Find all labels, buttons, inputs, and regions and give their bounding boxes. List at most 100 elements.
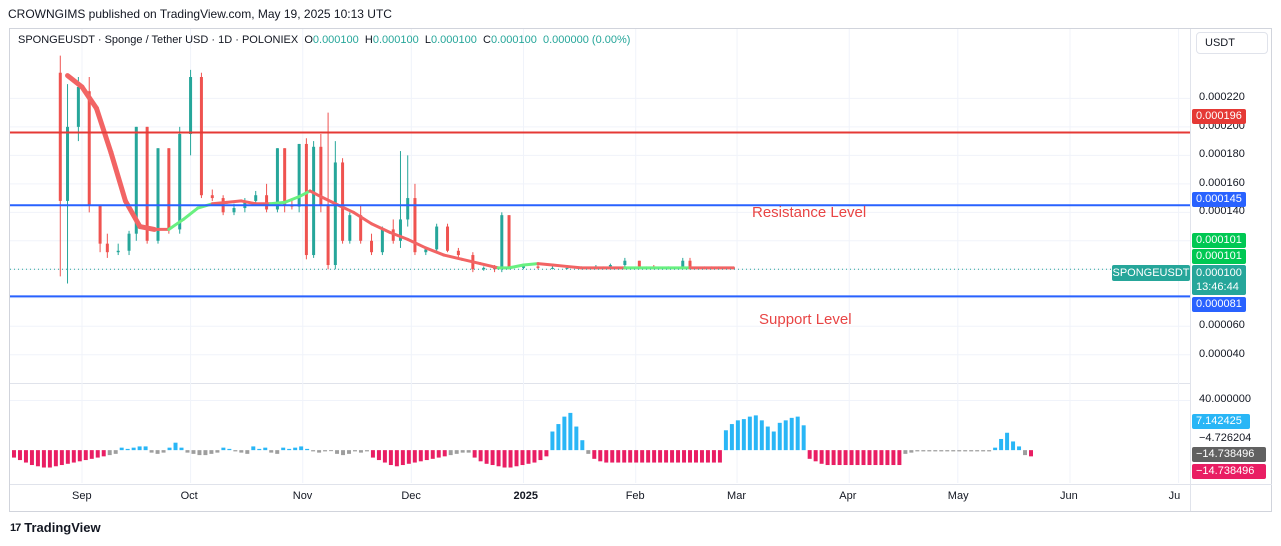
moving-average-segment [225, 199, 243, 204]
oscillator-mid-tick: −4.726204 [1199, 432, 1252, 444]
oscillator-bar [628, 450, 633, 463]
candle-body [348, 215, 352, 241]
price-tick-label: 0.000180 [1199, 148, 1245, 161]
oscillator-bar [155, 450, 160, 454]
oscillator-bar [179, 447, 184, 451]
candle-body [424, 249, 428, 253]
candle-body [254, 195, 258, 201]
candle-body [359, 215, 363, 241]
oscillator-bar [1023, 450, 1028, 456]
oscillator-bar [323, 450, 328, 452]
oscillator-bar [885, 450, 890, 466]
oscillator-bar [412, 450, 417, 463]
time-tick-label: Feb [625, 490, 645, 502]
oscillator-bar [849, 450, 854, 466]
moving-average-segment [65, 73, 85, 90]
oscillator-bar [454, 450, 459, 454]
candle-body [98, 205, 102, 244]
oscillator-bar [658, 450, 663, 463]
candle-body [167, 148, 171, 230]
candle-body [326, 205, 330, 266]
oscillator-bar [251, 446, 256, 451]
oscillator-bar [400, 450, 405, 466]
oscillator-bar [71, 450, 76, 463]
oscillator-bar [682, 450, 687, 463]
last-price: 0.000100 [1196, 267, 1242, 279]
moving-average-segment [406, 237, 428, 250]
oscillator-bar [23, 450, 28, 463]
oscillator-bar [281, 447, 286, 451]
oscillator-bar [664, 450, 669, 463]
oscillator-bar [376, 450, 381, 461]
oscillator-bar [987, 450, 992, 452]
oscillator-bar [53, 450, 58, 467]
oscillator-bar [1005, 432, 1010, 451]
pane-separator[interactable] [10, 383, 1190, 384]
oscillator-bar [795, 416, 800, 451]
candle-body [127, 233, 131, 251]
high-price-tag: 0.000101 [1192, 233, 1246, 248]
moving-average-segment [536, 262, 554, 267]
oscillator-bar [544, 450, 549, 457]
price-tick-label: 0.000040 [1199, 347, 1245, 360]
oscillator-bar [526, 450, 531, 464]
candle-body [500, 215, 504, 270]
oscillator-bar [981, 450, 986, 452]
candle-body [637, 260, 641, 267]
oscillator-bar [95, 450, 100, 458]
oscillator-bar [484, 450, 489, 464]
oscillator-bar [293, 447, 298, 451]
oscillator-bar [83, 450, 88, 461]
time-tick-label: Oct [180, 490, 198, 502]
oscillator-bar [358, 450, 363, 453]
oscillator-bar [185, 450, 190, 453]
oscillator-bar [753, 415, 758, 451]
oscillator-bar [634, 450, 639, 463]
oscillator-bar [580, 440, 585, 451]
moving-average-segment [460, 257, 482, 266]
candle-body [493, 267, 497, 270]
oscillator-bar [759, 420, 764, 451]
moving-average-segment [522, 262, 540, 267]
oscillator-bar [801, 425, 806, 451]
oscillator-bar [616, 450, 621, 463]
oscillator-bar [670, 450, 675, 463]
oscillator-bar [35, 450, 40, 467]
candles-group [58, 55, 735, 284]
oscillator-bar [388, 450, 393, 466]
oscillator-bar [807, 450, 812, 459]
currency-unit-button[interactable]: USDT [1196, 32, 1268, 54]
oscillator-bar [47, 450, 52, 468]
moving-average-segment [565, 264, 583, 270]
oscillator-bar [161, 450, 166, 453]
candle-body [275, 148, 279, 210]
candle-body [681, 260, 685, 268]
oscillator-bar [370, 450, 375, 458]
oscillator-bar [215, 450, 220, 453]
oscillator-bar [203, 450, 208, 456]
oscillator-bar [1017, 446, 1022, 451]
oscillator-bar [879, 450, 884, 466]
tradingview-logo[interactable]: 17 TradingView [10, 520, 101, 535]
moving-average-segment [370, 222, 392, 234]
oscillator-bar [723, 430, 728, 451]
candle-body [319, 146, 323, 206]
oscillator-bar [430, 450, 435, 459]
time-tick-label: Nov [292, 490, 313, 502]
candle-body [341, 162, 345, 241]
candle-body [413, 198, 417, 253]
moving-average-segment [351, 210, 374, 226]
oscillator-bar [508, 450, 513, 468]
moving-average-segment [93, 105, 114, 155]
oscillator-bar [945, 450, 950, 452]
oscillator-last-tag: 7.142425 [1192, 414, 1250, 429]
oscillator-bar [676, 450, 681, 463]
price-axis-separator [1190, 29, 1191, 511]
oscillator-bar [855, 450, 860, 466]
oscillator-bar [227, 448, 232, 451]
oscillator-bar [957, 450, 962, 452]
oscillator-bar [460, 450, 465, 453]
price-tick-label: 0.000140 [1199, 205, 1245, 218]
oscillator-bar [12, 450, 16, 458]
